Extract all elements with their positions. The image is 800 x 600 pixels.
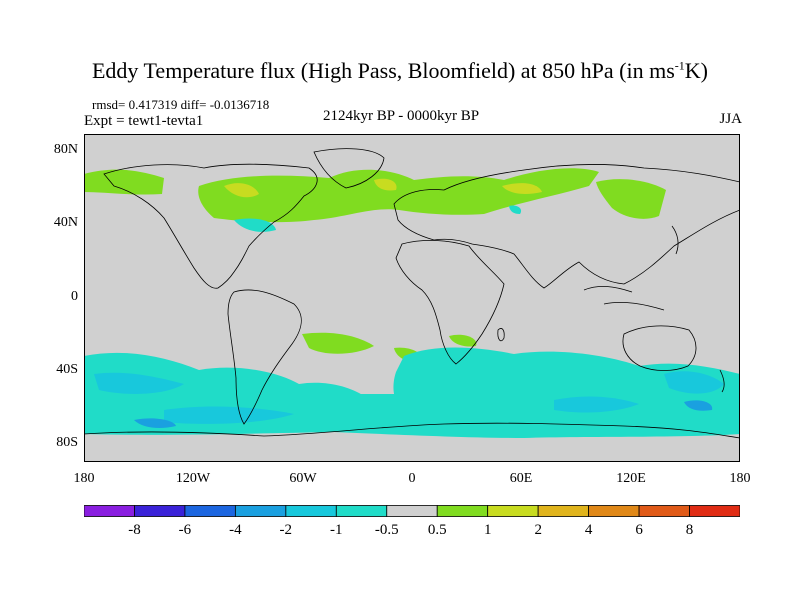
colorbar-swatch-11 xyxy=(638,505,690,517)
stronger-negative-flux-areas xyxy=(134,400,713,428)
lon-label-120w: 120W xyxy=(175,471,211,486)
map-frame xyxy=(84,134,740,462)
lon-label-60w: 60W xyxy=(289,471,317,486)
colorbar-swatch-8 xyxy=(487,505,539,517)
stats-line: rmsd= 0.417319 diff= -0.0136718 xyxy=(92,97,270,112)
colorbar-label-0: -8 xyxy=(128,522,141,538)
positive-flux-areas xyxy=(84,168,666,363)
colorbar-swatch-1 xyxy=(134,505,186,517)
colorbar-label-7: 1 xyxy=(483,522,492,538)
lat-label-80n: 80N xyxy=(53,142,78,157)
map-title: Eddy Temperature flux (High Pass, Bloomf… xyxy=(91,58,708,83)
colorbar-label-3: -2 xyxy=(279,522,293,538)
colorbar-label-6: 0.5 xyxy=(427,522,447,538)
coastlines xyxy=(84,148,740,439)
colorbar-swatch-6 xyxy=(386,505,438,517)
colorbar-label-4: -1 xyxy=(330,522,343,538)
colorbar-label-1: -6 xyxy=(178,522,192,538)
colorbar-label-8: 2 xyxy=(534,522,542,538)
lat-label-40s: 40S xyxy=(56,362,78,377)
colorbar-swatch-3 xyxy=(234,505,287,517)
strong-negative-flux-areas xyxy=(94,371,724,424)
lon-label-0: 0 xyxy=(408,471,416,486)
colorbar-swatch-0 xyxy=(84,505,135,517)
period-label: 2124kyr BP - 0000kyr BP xyxy=(323,108,480,124)
colorbar-label-10: 6 xyxy=(635,522,643,538)
colorbar-label-2: -4 xyxy=(229,522,242,538)
colorbar xyxy=(84,505,740,517)
lat-label-40n: 40N xyxy=(53,215,78,230)
lon-label-180e: 180 xyxy=(729,471,751,486)
lon-label-120e: 120E xyxy=(616,471,646,486)
lon-label-60e: 60E xyxy=(509,471,533,486)
colorbar-swatch-5 xyxy=(335,505,388,517)
flux-map xyxy=(84,134,740,462)
lat-label-0: 0 xyxy=(71,289,78,304)
lon-label-180w: 180 xyxy=(73,471,95,486)
colorbar-label-9: 4 xyxy=(584,522,593,538)
colorbar-label-11: 8 xyxy=(685,522,694,538)
experiment-label: Expt = tewt1-tevta1 xyxy=(84,113,204,129)
season-label: JJA xyxy=(719,111,742,127)
colorbar-swatch-2 xyxy=(184,505,236,517)
colorbar-swatch-7 xyxy=(436,505,489,517)
lat-label-80s: 80S xyxy=(56,435,78,450)
colorbar-swatch-10 xyxy=(588,505,640,517)
colorbar-swatch-9 xyxy=(537,505,590,517)
colorbar-label-5: -0.5 xyxy=(374,522,399,538)
colorbar-swatch-4 xyxy=(285,505,337,517)
negative-flux-areas xyxy=(84,205,740,438)
colorbar-swatch-12 xyxy=(689,505,740,517)
